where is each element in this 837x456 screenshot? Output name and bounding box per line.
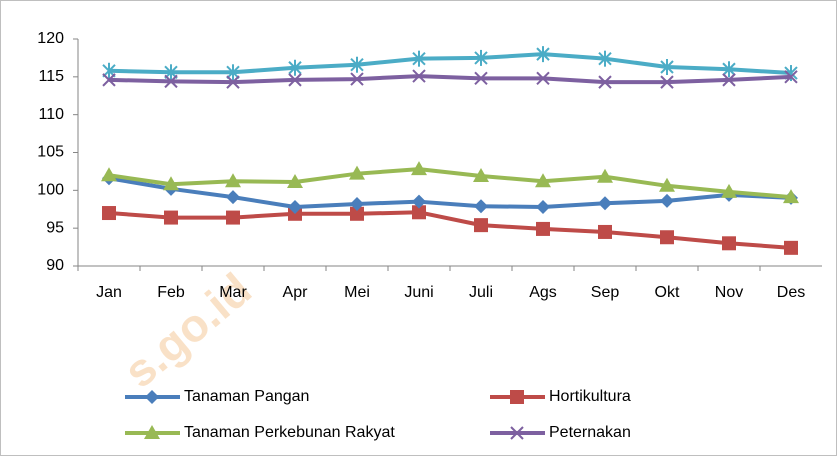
data-point <box>660 58 674 75</box>
legend-marker <box>510 426 524 440</box>
marker-stroke <box>102 73 116 87</box>
data-point <box>350 196 364 211</box>
data-point <box>598 224 612 239</box>
data-point <box>350 56 364 73</box>
marker-stroke <box>474 71 488 86</box>
data-point <box>722 61 736 78</box>
x-tick-label: Mei <box>344 284 370 301</box>
x-tick-label: Juni <box>404 284 433 301</box>
x-tick-label: Apr <box>283 284 309 301</box>
data-point <box>598 50 612 67</box>
data-point <box>784 240 798 255</box>
data-point <box>349 165 365 180</box>
x-tick-label: Okt <box>655 284 680 301</box>
data-point <box>598 196 612 211</box>
data-point <box>101 167 117 182</box>
y-tick-label: 95 <box>46 219 64 236</box>
data-point <box>784 70 798 84</box>
data-point <box>226 75 240 89</box>
legend-label: Tanaman Perkebunan Rakyat <box>184 424 395 441</box>
data-point <box>102 73 116 87</box>
legend-marker <box>510 390 524 404</box>
data-point <box>474 199 488 214</box>
x-tick-label: Ags <box>529 284 557 301</box>
legend-marker <box>145 390 159 404</box>
data-point <box>536 221 550 236</box>
marker-stroke <box>598 75 612 89</box>
data-point <box>722 73 736 87</box>
series-line <box>108 74 792 85</box>
marker-stroke <box>660 75 674 89</box>
data-point <box>411 161 427 176</box>
series-line <box>108 52 792 76</box>
data-point <box>783 189 799 204</box>
marker-stroke <box>510 426 524 440</box>
data-point <box>288 73 302 87</box>
x-tick-label: Jan <box>96 284 122 301</box>
y-tick-label: 120 <box>37 30 64 47</box>
data-point <box>164 210 178 225</box>
marker-stroke <box>722 73 736 87</box>
series-line <box>108 176 792 209</box>
marker-stroke <box>536 71 550 86</box>
x-tick-label: Feb <box>157 284 185 301</box>
data-point <box>598 75 612 89</box>
data-point <box>164 74 178 89</box>
data-point <box>287 174 303 189</box>
y-tick-label: 105 <box>37 144 64 161</box>
data-point <box>660 75 674 89</box>
data-point <box>722 236 736 251</box>
data-point <box>597 168 613 183</box>
data-point <box>412 205 426 220</box>
y-tick-label: 115 <box>38 68 64 85</box>
marker-stroke <box>226 75 240 89</box>
legend-label: Hortikultura <box>549 388 631 405</box>
data-point <box>659 177 675 192</box>
y-tick-label: 110 <box>38 106 64 123</box>
marker-stroke <box>350 72 364 86</box>
x-tick-label: Mar <box>219 284 247 301</box>
marker-stroke <box>412 69 426 83</box>
series-line <box>108 167 792 200</box>
data-point <box>350 72 364 86</box>
data-point <box>536 199 550 214</box>
data-point <box>226 190 240 205</box>
data-point <box>350 206 364 221</box>
x-tick-label: Nov <box>715 284 743 301</box>
y-tick-label: 100 <box>37 182 64 199</box>
marker-stroke <box>784 70 798 84</box>
legend-label: Tanaman Pangan <box>184 388 309 405</box>
data-point <box>288 199 302 214</box>
y-tick-label: 90 <box>46 257 64 274</box>
data-point <box>226 210 240 225</box>
legend-label: Peternakan <box>549 424 631 441</box>
x-tick-label: Sep <box>591 284 620 301</box>
data-point <box>473 167 489 182</box>
marker-stroke <box>164 74 178 89</box>
data-point <box>536 71 550 86</box>
x-tick-label: Juli <box>469 284 493 301</box>
x-tick-label: Des <box>777 284 805 301</box>
data-point <box>226 64 240 81</box>
data-point <box>225 173 241 188</box>
data-point <box>536 46 550 63</box>
series-line <box>108 210 792 250</box>
marker-stroke <box>288 73 302 87</box>
data-point <box>102 206 116 221</box>
data-point <box>474 71 488 86</box>
data-point <box>412 194 426 209</box>
data-point <box>412 50 426 67</box>
data-point <box>163 176 179 191</box>
data-point <box>474 218 488 233</box>
data-point <box>660 230 674 245</box>
data-point <box>721 183 737 198</box>
data-point <box>474 49 488 66</box>
data-point <box>288 59 302 76</box>
data-point <box>412 69 426 83</box>
data-point <box>660 193 674 208</box>
legend-marker <box>144 425 160 439</box>
data-point <box>535 173 551 188</box>
